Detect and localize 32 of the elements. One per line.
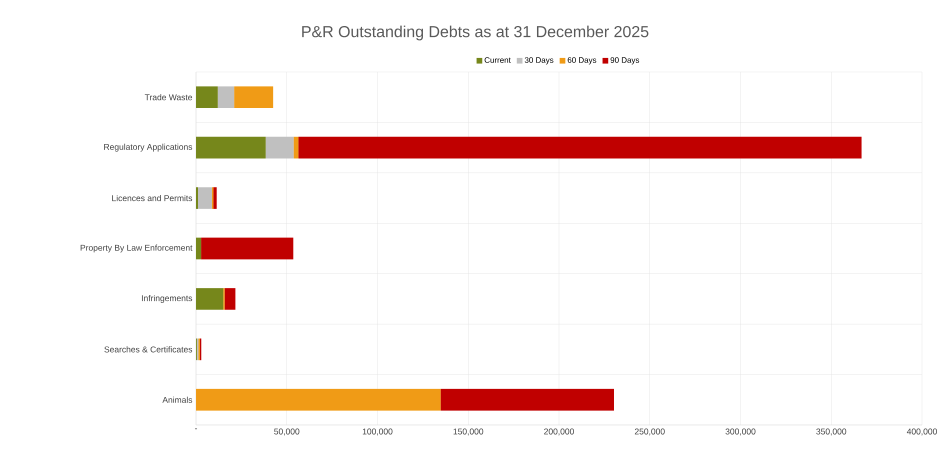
x-tick-label: 200,000	[544, 428, 574, 436]
bar	[213, 187, 217, 209]
bar	[298, 136, 862, 158]
x-tick-label: 350,000	[816, 428, 846, 436]
bar	[224, 288, 236, 310]
bar	[218, 86, 234, 108]
bar	[440, 388, 614, 411]
y-tick-label: Property By Law Enforcement	[80, 244, 192, 252]
bar	[198, 187, 212, 209]
bar	[266, 136, 294, 158]
bar	[201, 238, 294, 260]
bar	[196, 86, 218, 108]
y-tick-label: Regulatory Applications	[104, 144, 192, 152]
y-tick-label: Infringements	[142, 294, 192, 303]
y-tick-label: Licences and Permits	[112, 194, 192, 202]
bar	[196, 288, 224, 310]
x-tick-label: -	[194, 428, 198, 430]
x-tick-label: 150,000	[454, 428, 484, 436]
bar	[234, 86, 274, 108]
bar	[294, 136, 298, 158]
y-tick-label: Searches & Certificates	[104, 346, 192, 352]
x-tick-label: 300,000	[726, 428, 756, 436]
x-tick-label: 250,000	[634, 428, 665, 436]
x-tick-label: 400,000	[906, 428, 937, 436]
bar	[196, 238, 202, 260]
bar	[196, 136, 266, 158]
x-tick-label: 50,000	[274, 428, 300, 436]
bar	[196, 388, 441, 411]
y-tick-label: Trade Waste	[144, 94, 192, 100]
x-tick-label: 100,000	[362, 428, 392, 436]
y-tick-label: Animals	[162, 396, 192, 403]
chart-title: P&R Outstanding Debts as at 31 December 2025	[302, 26, 648, 40]
